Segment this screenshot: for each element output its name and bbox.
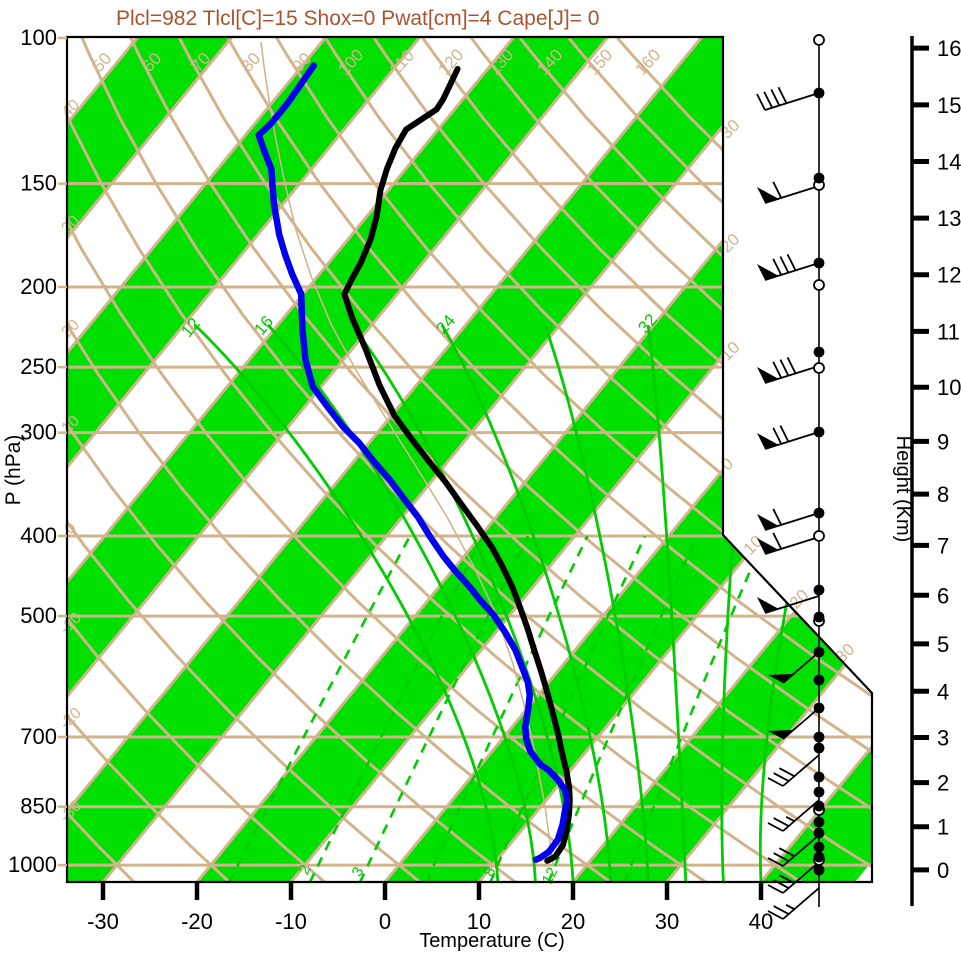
svg-text:200: 200 [20,274,57,299]
svg-text:16: 16 [937,36,961,61]
dewpoint-line [255,62,571,863]
svg-text:12: 12 [539,865,562,888]
svg-text:0: 0 [379,909,391,934]
wind-barb-column [756,34,825,920]
svg-text:11: 11 [937,319,960,344]
svg-text:1: 1 [937,815,949,840]
svg-text:150: 150 [20,171,57,196]
pressure-axis-title: P (hPa) [2,435,25,506]
plot-border [65,35,874,884]
svg-text:850: 850 [20,794,57,819]
svg-text:24: 24 [432,311,459,338]
svg-text:30: 30 [655,909,679,934]
svg-text:250: 250 [20,354,57,379]
svg-text:40: 40 [749,909,773,934]
svg-text:10: 10 [467,909,491,934]
svg-text:20: 20 [561,909,585,934]
svg-text:-10: -10 [275,909,307,934]
temperature-line [341,66,573,864]
svg-text:400: 400 [20,523,57,548]
svg-text:0: 0 [937,858,949,883]
temperature-axis: -30 -20 -10 0 10 20 30 40 [87,882,773,934]
svg-text:7: 7 [937,533,949,558]
svg-text:3: 3 [937,726,949,751]
svg-text:700: 700 [20,724,57,749]
svg-text:120: 120 [434,45,467,79]
svg-text:-20: -20 [57,705,85,733]
svg-text:2: 2 [937,771,949,796]
svg-text:100: 100 [20,25,57,50]
height-axis-title: Height (Km) [892,436,914,543]
svg-text:500: 500 [20,603,57,628]
svg-text:10: 10 [937,375,961,400]
svg-text:9: 9 [937,429,949,454]
svg-text:5: 5 [937,632,949,657]
chart-title: Plcl=982 Tlcl[C]=15 Shox=0 Pwat[cm]=4 Ca… [116,7,599,30]
svg-text:6: 6 [937,583,949,608]
svg-text:300: 300 [20,420,57,445]
svg-text:1000: 1000 [8,852,57,877]
svg-text:15: 15 [937,93,961,118]
svg-text:8: 8 [937,482,949,507]
svg-text:4: 4 [937,679,949,704]
svg-text:13: 13 [937,206,961,231]
svg-text:-30: -30 [87,909,119,934]
svg-text:-20: -20 [181,909,213,934]
pressure-axis: 100 150 200 250 300 400 500 700 850 1000 [8,25,67,877]
svg-text:12: 12 [937,263,961,288]
svg-text:160: 160 [631,45,664,79]
mixing-ratio-layer [227,535,767,882]
svg-text:14: 14 [937,149,961,174]
svg-text:80: 80 [238,49,265,76]
temperature-axis-title: Temperature (C) [419,930,565,952]
